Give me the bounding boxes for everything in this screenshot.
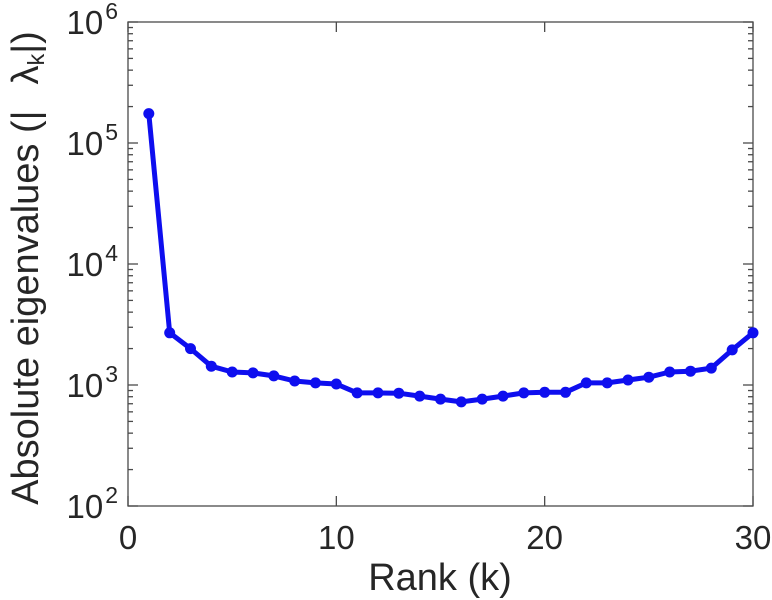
- data-point-marker: [414, 390, 426, 402]
- data-point-marker: [685, 365, 696, 377]
- x-tick-label: 0: [119, 519, 137, 556]
- data-point-marker: [289, 375, 301, 387]
- data-point-marker: [351, 387, 363, 399]
- data-point-marker: [310, 377, 321, 389]
- data-point-marker: [247, 367, 259, 379]
- y-tick-label: 106: [66, 0, 118, 41]
- data-point-marker: [143, 108, 155, 120]
- data-point-marker: [164, 327, 176, 339]
- x-axis-label-text: Rank (k): [368, 557, 512, 599]
- y-axis-label-prefix: Absolute eigenvalues (|: [5, 110, 47, 505]
- data-point-marker: [726, 344, 738, 356]
- data-point-marker: [622, 374, 634, 386]
- axis-ticks: [127, 21, 754, 507]
- lambda-subscript: k: [22, 53, 49, 66]
- data-point-marker: [705, 362, 717, 374]
- data-point-marker: [268, 370, 280, 382]
- data-point-marker: [205, 360, 217, 372]
- data-point-marker: [455, 396, 467, 408]
- data-series: [143, 108, 759, 408]
- y-tick-label: 104: [66, 240, 118, 283]
- y-tick-label: 105: [66, 119, 118, 162]
- x-axis-label: Rank (k): [368, 559, 512, 597]
- data-point-marker: [539, 386, 551, 398]
- x-tick-label: 10: [318, 519, 355, 556]
- data-point-marker: [476, 393, 488, 405]
- lambda-symbol: λ: [5, 65, 47, 85]
- x-tick-labels: 0 10 20 30: [119, 519, 772, 556]
- data-point-marker: [580, 377, 592, 389]
- x-tick-label: 20: [526, 519, 563, 556]
- data-point-marker: [518, 387, 530, 399]
- data-point-marker: [747, 327, 759, 339]
- plot-border: [127, 21, 754, 507]
- data-point-marker: [185, 343, 196, 355]
- plot-frame: [127, 21, 754, 507]
- y-axis-label: Absolute eigenvalues (| λk|): [5, 31, 49, 505]
- y-tick-label: 102: [66, 482, 118, 525]
- data-point-marker: [664, 366, 676, 378]
- data-point-marker: [643, 371, 655, 383]
- data-point-marker: [330, 378, 342, 390]
- y-tick-label: 103: [66, 361, 118, 404]
- y-axis-label-suffix: |): [5, 31, 47, 54]
- x-tick-label: 30: [735, 519, 772, 556]
- series-line: [146, 111, 756, 405]
- y-tick-labels: 102 103 104 105 106: [66, 0, 118, 525]
- data-point-marker: [560, 386, 571, 398]
- data-point-marker: [497, 390, 509, 402]
- data-point-marker: [372, 387, 384, 399]
- data-point-marker: [435, 393, 446, 405]
- data-point-marker: [393, 387, 405, 399]
- data-point-marker: [226, 366, 238, 378]
- data-point-marker: [601, 377, 613, 389]
